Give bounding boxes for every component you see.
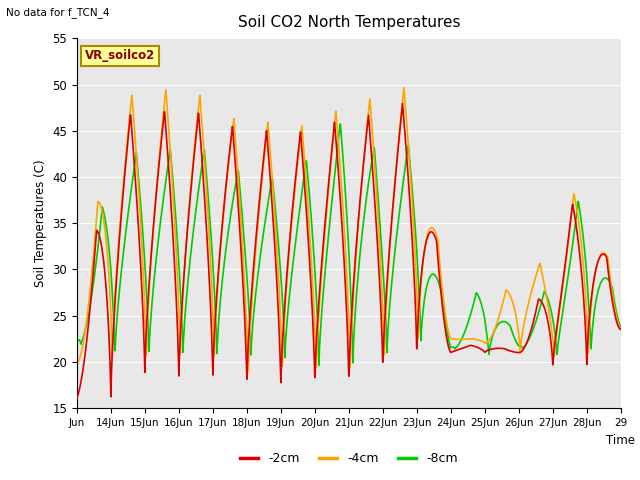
Legend: -2cm, -4cm, -8cm: -2cm, -4cm, -8cm — [235, 447, 463, 470]
Title: Soil CO2 North Temperatures: Soil CO2 North Temperatures — [237, 15, 460, 30]
Text: VR_soilco2: VR_soilco2 — [85, 49, 156, 62]
X-axis label: Time: Time — [606, 434, 636, 447]
Text: No data for f_TCN_4: No data for f_TCN_4 — [6, 7, 110, 18]
Y-axis label: Soil Temperatures (C): Soil Temperatures (C) — [34, 159, 47, 287]
